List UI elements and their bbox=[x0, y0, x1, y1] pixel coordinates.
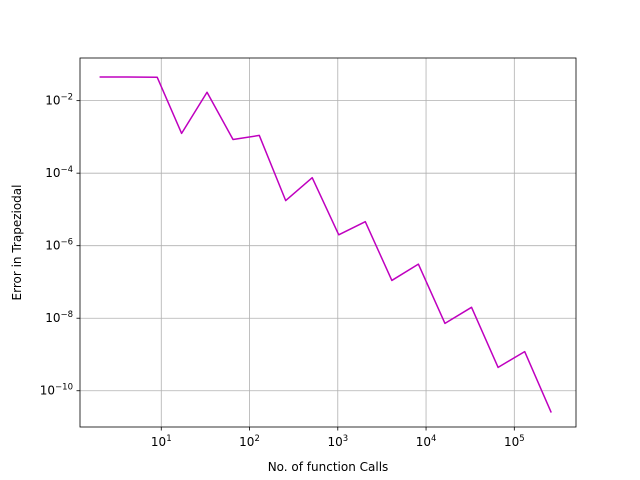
series-layer bbox=[99, 76, 552, 413]
y-tick-label: 10−4 bbox=[45, 165, 73, 180]
y-tick-label: 10−2 bbox=[45, 93, 73, 108]
axis-ticks: 101 102 103 104 105 10−10 10−8 10−6 10−4 10−2 bbox=[40, 93, 525, 449]
x-tick-label: 102 bbox=[239, 434, 260, 449]
y-tick-label: 10−8 bbox=[45, 310, 73, 325]
x-tick-label: 103 bbox=[327, 434, 348, 449]
grid bbox=[80, 58, 576, 427]
y-tick-label: 10−10 bbox=[40, 383, 73, 398]
y-axis-label: Error in Trapeziodal bbox=[10, 185, 24, 301]
x-tick-label: 104 bbox=[416, 434, 437, 449]
plot-frame bbox=[79, 57, 577, 428]
x-axis-label: No. of function Calls bbox=[268, 460, 389, 474]
error-series-line bbox=[99, 76, 552, 413]
y-tick-label: 10−6 bbox=[45, 238, 73, 253]
x-tick-label: 105 bbox=[504, 434, 525, 449]
x-tick-label: 101 bbox=[151, 434, 172, 449]
